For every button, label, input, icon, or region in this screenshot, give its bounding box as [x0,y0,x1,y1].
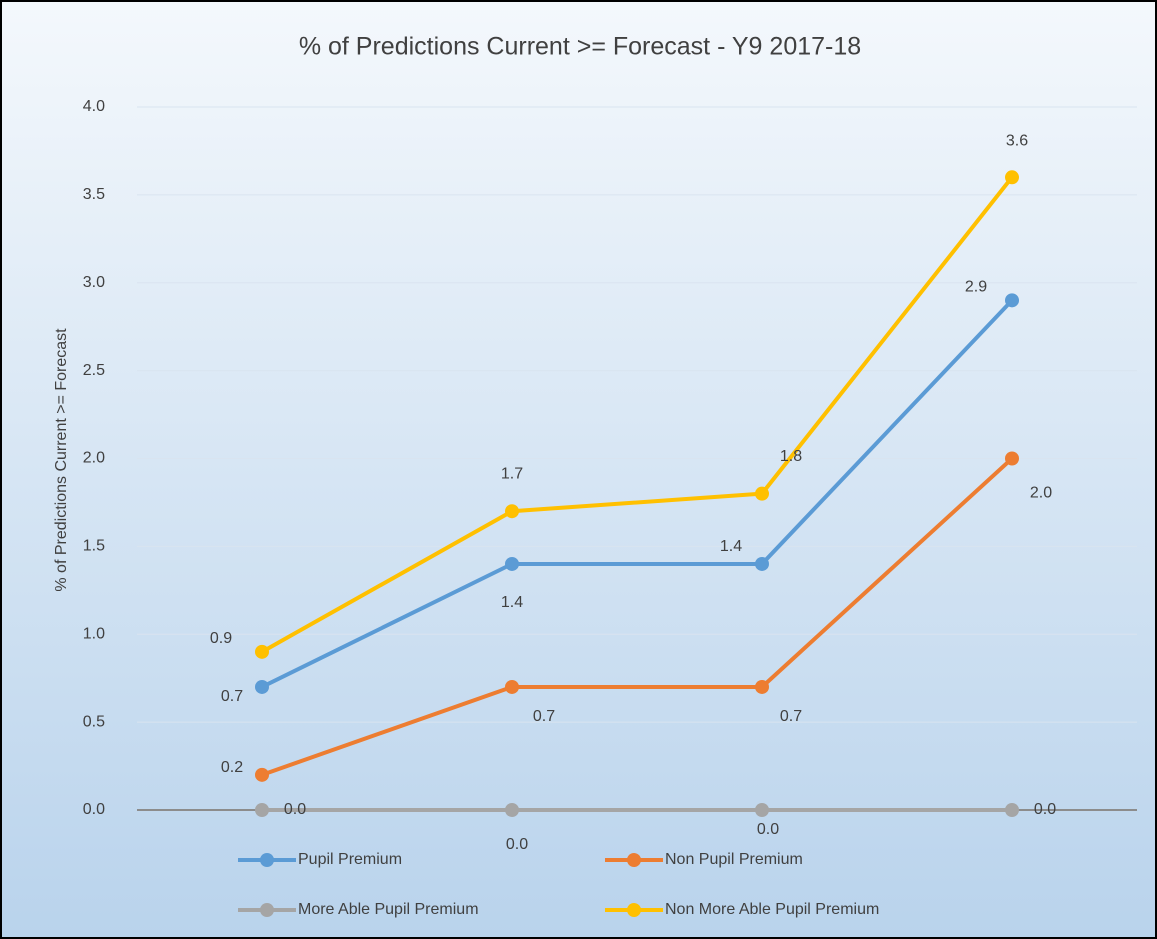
data-point [505,803,519,817]
data-point [505,504,519,519]
data-label: 0.7 [533,708,555,725]
legend-label: More Able Pupil Premium [298,901,479,918]
data-point [255,644,269,659]
data-label: 0.9 [210,630,232,647]
data-label: 0.0 [506,836,528,853]
data-label: 3.6 [1006,133,1028,150]
data-point [505,679,519,694]
y-tick-label: 3.0 [83,274,105,291]
data-point [1005,293,1019,308]
data-label: 0.0 [284,801,306,818]
series-line [261,298,1014,689]
legend-marker [627,903,641,917]
data-label: 0.7 [221,688,243,705]
data-point [255,803,269,817]
y-tick-label: 3.5 [83,186,105,203]
legend-label: Pupil Premium [298,851,402,868]
data-label: 2.9 [965,279,987,296]
data-point [1005,170,1019,185]
series-line [261,176,1014,654]
y-tick-label: 2.0 [83,450,105,467]
chart-title: % of Predictions Current >= Forecast - Y… [299,33,861,61]
data-label: 1.7 [501,465,523,482]
data-label: 0.2 [221,759,243,776]
data-point [1005,451,1019,466]
data-label: 1.4 [720,538,742,555]
data-point [755,679,769,694]
data-label: 2.0 [1030,485,1052,502]
data-point [755,803,769,817]
data-point [505,556,519,571]
y-tick-label: 1.0 [83,625,105,642]
data-label: 1.4 [501,594,523,611]
legend-label: Non Pupil Premium [665,851,803,868]
legend-marker [260,903,274,917]
data-label: 0.7 [780,708,802,725]
data-label: 0.0 [757,821,779,838]
legend-label: Non More Able Pupil Premium [665,901,879,918]
data-point [255,767,269,782]
y-tick-label: 0.0 [83,801,105,818]
data-point [255,679,269,694]
data-point [1005,803,1019,817]
y-tick-label: 1.5 [83,538,105,555]
legend-marker [260,853,274,867]
y-axis-label: % of Predictions Current >= Forecast [53,328,70,592]
y-tick-label: 4.0 [83,98,105,115]
y-tick-label: 2.5 [83,362,105,379]
series-line [261,457,1014,777]
data-point [755,556,769,571]
y-tick-label: 0.5 [83,713,105,730]
data-label: 0.0 [1034,801,1056,818]
data-label: 1.8 [780,448,802,465]
legend-marker [627,853,641,867]
data-point [755,486,769,501]
